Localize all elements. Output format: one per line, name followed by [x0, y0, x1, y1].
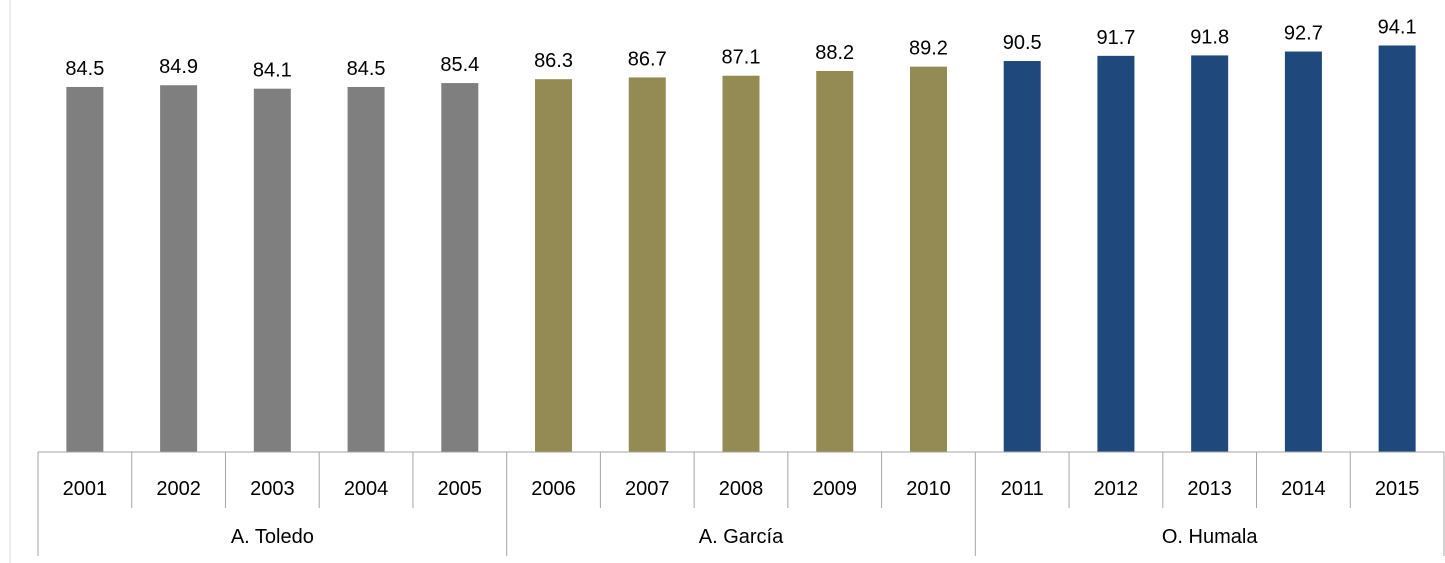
year-label-2015: 2015	[1375, 478, 1420, 500]
year-label-2009: 2009	[812, 478, 857, 500]
value-label-2013: 91.8	[1190, 26, 1229, 48]
value-label-2007: 86.7	[628, 48, 667, 70]
group-label-2: O. Humala	[1162, 526, 1258, 548]
category-axis: 2001 2002 2003 2004 2005 2006 2007 2008 2009 2010…	[38, 452, 1444, 556]
bar-2009	[816, 71, 853, 452]
bar-2010	[910, 67, 947, 452]
bar-2006	[535, 79, 572, 452]
year-label-2011: 2011	[1001, 478, 1044, 500]
value-label-2001: 84.5	[65, 58, 104, 80]
value-label-2004: 84.5	[347, 58, 386, 80]
value-label-2006: 86.3	[534, 50, 573, 72]
year-label-2012: 2012	[1094, 478, 1139, 500]
bar-2003	[254, 89, 291, 452]
bar-2014	[1285, 52, 1322, 452]
year-label-2010: 2010	[906, 478, 951, 500]
value-label-2011: 90.5	[1003, 32, 1042, 54]
bar-2004	[348, 87, 385, 452]
bar-2015	[1379, 45, 1416, 452]
bar-2013	[1191, 55, 1228, 452]
year-label-2006: 2006	[531, 478, 576, 500]
year-label-2007: 2007	[625, 478, 670, 500]
year-label-2005: 2005	[438, 478, 483, 500]
value-label-2003: 84.1	[253, 60, 292, 82]
bar-2007	[629, 77, 666, 452]
value-label-2010: 89.2	[909, 38, 948, 60]
value-label-2012: 91.7	[1096, 27, 1135, 49]
bar-2011	[1004, 61, 1041, 452]
bar-2008	[723, 76, 760, 452]
year-label-2001: 2001	[63, 478, 108, 500]
group-label-0: A. Toledo	[231, 526, 314, 548]
year-label-2003: 2003	[250, 478, 295, 500]
value-label-2002: 84.9	[159, 56, 198, 78]
value-label-2008: 87.1	[722, 47, 761, 69]
value-label-2009: 88.2	[815, 42, 854, 64]
bar-2002	[160, 85, 197, 452]
bar-2012	[1097, 56, 1134, 452]
value-label-2005: 85.4	[440, 54, 479, 76]
year-label-2013: 2013	[1187, 478, 1232, 500]
value-label-2014: 92.7	[1284, 23, 1323, 45]
year-label-2004: 2004	[344, 478, 389, 500]
year-label-2014: 2014	[1281, 478, 1326, 500]
value-label-2015: 94.1	[1378, 16, 1417, 38]
year-label-2002: 2002	[156, 478, 201, 500]
year-label-2008: 2008	[719, 478, 764, 500]
group-label-1: A. García	[699, 526, 784, 548]
bar-2005	[441, 83, 478, 452]
bar-2001	[66, 87, 103, 452]
bars-layer: 84.5 84.9 84.1 84.5 85.4 86.3 86.7 87.1 88.2 89.2…	[65, 16, 1416, 452]
